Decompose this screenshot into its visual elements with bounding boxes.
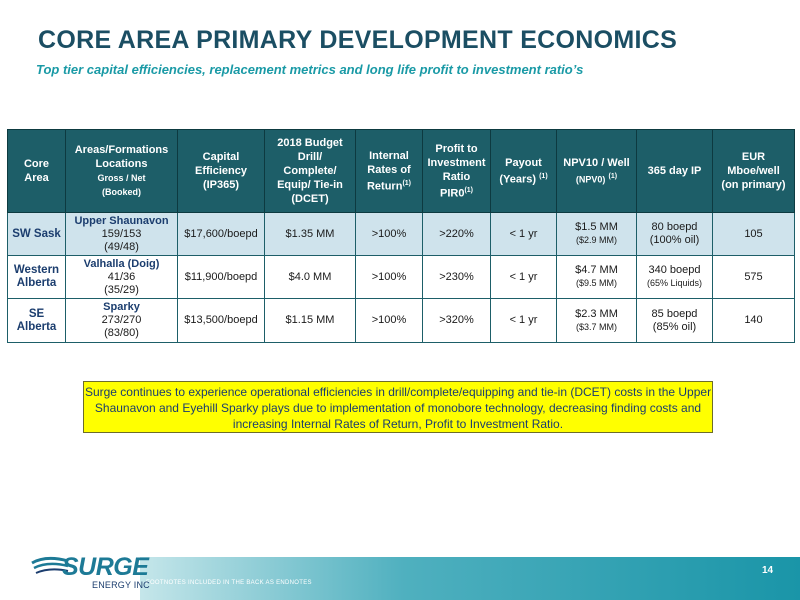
eur-cell: 140 (712, 298, 795, 343)
header-ip: 365 day IP (636, 129, 713, 213)
pir-cell: >230% (422, 255, 491, 299)
payout-cell: < 1 yr (490, 298, 557, 343)
header-areas-formations: Areas/Formations Locations Gross / Net (Bo… (65, 129, 178, 213)
logo-swoosh-icon (31, 556, 69, 574)
surge-logo: SURGE ENERGY INC (30, 553, 150, 593)
capital-efficiency-cell: $17,600/boepd (177, 212, 265, 256)
npv-cell: $2.3 MM ($3.7 MM) (556, 298, 637, 343)
formation-cell: Sparky 273/270 (83/80) (65, 298, 178, 343)
core-area-cell: SE Alberta (7, 298, 66, 343)
budget-cell: $4.0 MM (264, 255, 356, 299)
capital-efficiency-cell: $11,900/boepd (177, 255, 265, 299)
page-subtitle: Top tier capital efficiencies, replaceme… (36, 62, 584, 77)
pir-cell: >320% (422, 298, 491, 343)
core-area-cell: Western Alberta (7, 255, 66, 299)
page-number: 14 (762, 565, 774, 576)
ip-cell: 80 boepd (100% oil) (636, 212, 713, 256)
header-payout: Payout (Years) (1) (490, 129, 557, 213)
pir-cell: >220% (422, 212, 491, 256)
eur-cell: 105 (712, 212, 795, 256)
footnote-text: FOOTNOTES INCLUDED IN THE BACK AS ENDNOT… (146, 580, 312, 586)
ip-cell: 340 boepd (65% Liquids) (636, 255, 713, 299)
logo-tagline: ENERGY INC (92, 580, 150, 590)
ip-cell: 85 boepd (85% oil) (636, 298, 713, 343)
header-irr: Internal Rates of Return(1) (355, 129, 423, 213)
irr-cell: >100% (355, 298, 423, 343)
header-npv: NPV10 / Well (NPV0) (1) (556, 129, 637, 213)
header-core-area: Core Area (7, 129, 66, 213)
table-row: SW Sask Upper Shaunavon 159/153 (49/48) $1… (7, 212, 795, 256)
eur-cell: 575 (712, 255, 795, 299)
core-area-cell: SW Sask (7, 212, 66, 256)
formation-cell: Upper Shaunavon 159/153 (49/48) (65, 212, 178, 256)
footer-bar (140, 557, 800, 600)
irr-cell: >100% (355, 255, 423, 299)
header-eur: EUR Mboe/well (on primary) (712, 129, 795, 213)
table-row: SE Alberta Sparky 273/270 (83/80) $13,500/… (7, 298, 795, 343)
table-header-row: Core Area Areas/Formations Locations Gross… (7, 129, 795, 213)
budget-cell: $1.15 MM (264, 298, 356, 343)
page-title: CORE AREA PRIMARY DEVELOPMENT ECONOMICS (38, 26, 678, 54)
npv-cell: $1.5 MM ($2.9 MM) (556, 212, 637, 256)
payout-cell: < 1 yr (490, 255, 557, 299)
header-pir: Profit to Investment Ratio PIR0(1) (422, 129, 491, 213)
irr-cell: >100% (355, 212, 423, 256)
economics-table: Core Area Areas/Formations Locations Gross… (7, 129, 795, 343)
formation-cell: Valhalla (Doig) 41/36 (35/29) (65, 255, 178, 299)
payout-cell: < 1 yr (490, 212, 557, 256)
table-row: Western Alberta Valhalla (Doig) 41/36 (35/… (7, 255, 795, 299)
budget-cell: $1.35 MM (264, 212, 356, 256)
header-budget: 2018 Budget Drill/Complete/Equip/ Tie-in(… (264, 129, 356, 213)
logo-wordmark: SURGE (62, 553, 149, 581)
capital-efficiency-cell: $13,500/boepd (177, 298, 265, 343)
npv-cell: $4.7 MM ($9.5 MM) (556, 255, 637, 299)
header-capital-efficiency: Capital Efficiency (IP365) (177, 129, 265, 213)
highlight-note: Surge continues to experience operationa… (83, 381, 713, 433)
